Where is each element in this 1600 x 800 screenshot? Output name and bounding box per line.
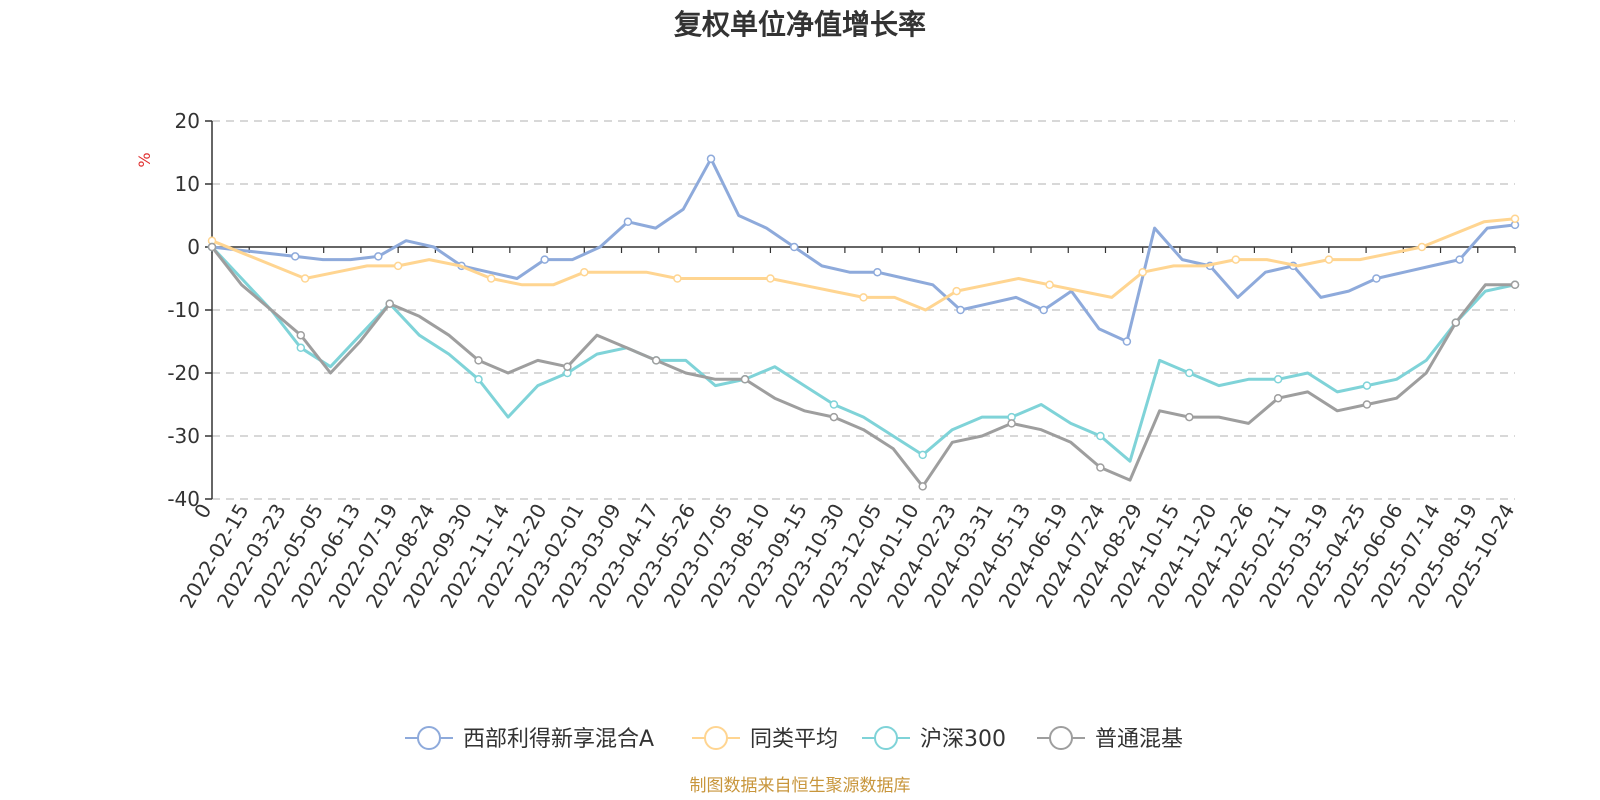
x-tick-label-0: 0 [189, 500, 216, 523]
legend-label-0: 西部利得新享混合A [463, 727, 654, 752]
series-1-point-24 [952, 286, 961, 296]
y-axis-ticks: 20 10 0 -10 -20 -30 -40 [167, 109, 212, 511]
series-0-point-18 [706, 154, 716, 164]
series-line-2 [210, 245, 1516, 463]
series-1-point-36 [1324, 255, 1334, 264]
y-axis-unit: % [135, 152, 154, 167]
legend-label-2: 沪深300 [920, 727, 1006, 752]
y-tick-label-1: 10 [175, 172, 200, 196]
series-3-point-24 [918, 482, 927, 491]
series-1-point-27 [1045, 280, 1054, 290]
series-3-point-33 [1185, 412, 1194, 422]
series-1-point-9 [486, 274, 496, 283]
series-2-point-3 [296, 343, 306, 353]
series-1-point-6 [393, 261, 403, 271]
series-3-point-12 [563, 362, 572, 371]
series-2-point-36 [1273, 375, 1283, 384]
series-1-point-42 [1510, 214, 1520, 223]
series-3-point-18 [740, 375, 750, 384]
series-2-point-39 [1362, 381, 1372, 390]
y-tick-label-6: -40 [167, 487, 200, 511]
legend-marker-0 [417, 726, 441, 750]
series-2-point-30 [1096, 431, 1105, 441]
y-tick-label-2: 0 [187, 235, 200, 259]
series-0-point-21 [789, 242, 799, 252]
series-1-point-15 [673, 274, 682, 283]
legend[interactable]: 西部利得新享混合A 同类平均 沪深300 普通混基 [405, 726, 1183, 752]
gridlines [212, 120, 1515, 500]
series-3-point-27 [1007, 419, 1016, 428]
legend-marker-1 [704, 726, 728, 750]
series-0-point-6 [374, 252, 383, 261]
series-1-point-18 [766, 274, 775, 283]
series-0-point-45 [1455, 255, 1464, 264]
series-3-point-42 [1451, 318, 1461, 327]
y-tick-label-0: 20 [175, 109, 200, 133]
legend-item-1[interactable]: 同类平均 [692, 726, 838, 752]
series-1-point-33 [1231, 255, 1241, 264]
source-note: 制图数据来自恒生聚源数据库 [690, 776, 911, 796]
series-3-point-6 [385, 299, 394, 308]
series-2-point-33 [1185, 368, 1194, 378]
series-1-point-3 [300, 274, 310, 283]
legend-item-2[interactable]: 沪深300 [862, 726, 1006, 752]
series-3-point-39 [1362, 400, 1372, 409]
series-0-point-12 [540, 255, 549, 264]
series-0-point-15 [623, 217, 633, 227]
series-lines [207, 154, 1520, 491]
chart-title: 复权单位净值增长率 [674, 8, 926, 41]
series-1-point-21 [859, 293, 868, 302]
series-3-point-3 [296, 330, 306, 340]
series-0-point-3 [290, 252, 300, 261]
y-tick-label-4: -20 [167, 361, 200, 385]
series-3-point-30 [1096, 463, 1105, 472]
legend-item-0[interactable]: 西部利得新享混合A [405, 726, 654, 752]
legend-label-3: 普通混基 [1095, 727, 1183, 752]
series-3-point-21 [829, 412, 839, 422]
series-0-point-27 [956, 305, 965, 315]
series-3-point-9 [474, 356, 483, 365]
series-0-point-30 [1039, 305, 1048, 315]
series-0-point-33 [1122, 337, 1132, 346]
series-3-point-36 [1273, 393, 1283, 403]
series-0-point-24 [873, 267, 882, 277]
series-2-point-21 [829, 400, 839, 409]
series-2-point-9 [474, 375, 483, 384]
series-3-point-44 [1510, 280, 1520, 290]
series-line-0 [211, 157, 1516, 343]
legend-item-3[interactable]: 普通混基 [1037, 726, 1183, 752]
y-tick-label-3: -10 [167, 298, 200, 322]
series-1-point-12 [580, 267, 589, 277]
series-1-point-39 [1417, 242, 1427, 252]
series-3-point-15 [651, 356, 661, 365]
series-0-point-42 [1372, 274, 1381, 283]
legend-marker-3 [1049, 726, 1073, 750]
series-3-point-0 [207, 242, 217, 252]
x-axis-ticks: 02022-02-152022-03-232022-05-052022-06-1… [175, 247, 1519, 612]
series-2-point-24 [918, 450, 927, 460]
legend-marker-2 [874, 726, 898, 750]
legend-label-1: 同类平均 [750, 727, 838, 752]
series-line-3 [210, 246, 1515, 488]
y-tick-label-5: -30 [167, 424, 200, 448]
series-1-point-30 [1138, 267, 1147, 277]
